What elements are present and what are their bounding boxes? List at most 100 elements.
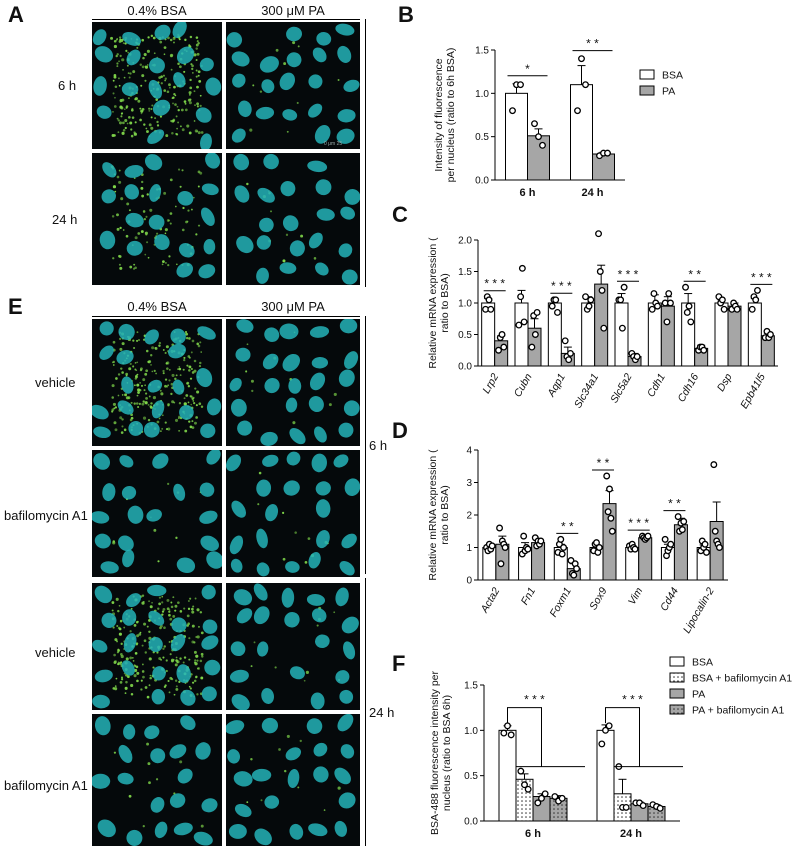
puncta-dot [168,369,171,371]
puncta-dot [184,102,187,105]
puncta-dot [193,120,196,122]
puncta-dot [166,90,170,94]
nucleus [92,404,109,420]
puncta-dot [305,670,309,674]
puncta-dot [153,528,157,532]
puncta-dot [190,208,193,211]
micrograph-e-bafilomycin-24h-bsa [92,714,222,846]
puncta-dot [196,102,200,106]
puncta-dot [129,72,132,75]
puncta-dot [174,609,177,612]
puncta-dot [146,193,149,196]
puncta-dot [250,757,253,761]
puncta-dot [118,254,121,258]
data-point [573,565,581,573]
nucleus [201,686,217,702]
puncta-dot [164,351,167,355]
puncta-dot [140,84,143,87]
nucleus [176,46,195,64]
puncta-dot [128,794,132,798]
puncta-dot [114,638,118,642]
nucleus [343,79,360,92]
puncta-dot [163,626,166,630]
nucleus [265,504,279,522]
bar-6 h-BSA [498,729,517,822]
data-point [488,542,496,550]
puncta-dot [197,170,201,174]
puncta-dot [246,182,249,186]
nucleus [338,243,353,258]
puncta-dot [193,421,197,425]
puncta-dot [148,657,152,661]
puncta-dot [163,645,166,648]
puncta-dot [120,115,123,118]
puncta-dot [245,370,248,373]
puncta-dot [191,640,195,644]
puncta-dot [116,53,119,56]
puncta-dot [275,48,279,52]
puncta-dot [283,62,287,66]
puncta-dot [323,809,326,811]
nucleus [92,639,108,653]
nucleus [315,499,331,518]
data-point [678,526,686,534]
legend-label: PA [662,86,675,98]
nucleus [144,329,159,345]
puncta-dot [148,600,151,603]
micrograph-a-6h-bsa [92,22,222,149]
nucleus [233,589,253,606]
puncta-dot [161,601,164,604]
chart-f-bsa488-intensity: 0.0 0.5 1.0 1.5 BSA-488 fluorescence intensi… [429,656,792,840]
puncta-dot [144,253,147,256]
y-tick-label: 0.0 [458,362,472,373]
nucleus [176,557,196,574]
puncta-dot [157,607,160,610]
puncta-dot [134,266,137,270]
puncta-dot [188,337,191,340]
puncta-dot [189,35,193,39]
data-point [680,518,688,525]
puncta-dot [173,92,176,96]
puncta-dot [130,134,134,138]
bar-Epb41l5-BSA [747,302,762,367]
puncta-dot [174,205,177,208]
puncta-dot [142,210,146,213]
nucleus [279,72,295,91]
nucleus [195,107,212,123]
puncta-dot [195,635,198,639]
nucleus [257,641,269,657]
data-point [565,356,573,364]
puncta-dot [199,341,202,344]
puncta-dot [158,344,161,347]
data-point [509,107,516,115]
puncta-dot [117,119,120,122]
puncta-dot [165,385,169,388]
puncta-dot [307,537,311,540]
nucleus [226,454,242,472]
data-point [598,740,606,748]
puncta-dot [191,71,194,74]
puncta-dot [139,118,142,122]
nucleus [227,749,241,764]
puncta-dot [162,74,165,77]
data-point [487,305,495,313]
puncta-dot [134,368,137,371]
puncta-dot [112,364,115,366]
puncta-dot [304,561,308,564]
puncta-dot [119,416,123,420]
nucleus [236,235,254,254]
puncta-dot [171,131,174,135]
puncta-dot [179,610,183,613]
nucleus [199,57,214,72]
nucleus [337,45,352,63]
data-point [517,293,525,301]
puncta-dot [128,116,131,119]
puncta-dot [140,186,144,190]
nucleus [288,378,302,394]
puncta-dot [197,131,201,135]
puncta-dot [112,340,116,344]
puncta-dot [117,661,120,664]
x-tick-label: Cdh1 [645,372,668,400]
nucleus [256,528,268,549]
puncta-dot [303,679,306,682]
